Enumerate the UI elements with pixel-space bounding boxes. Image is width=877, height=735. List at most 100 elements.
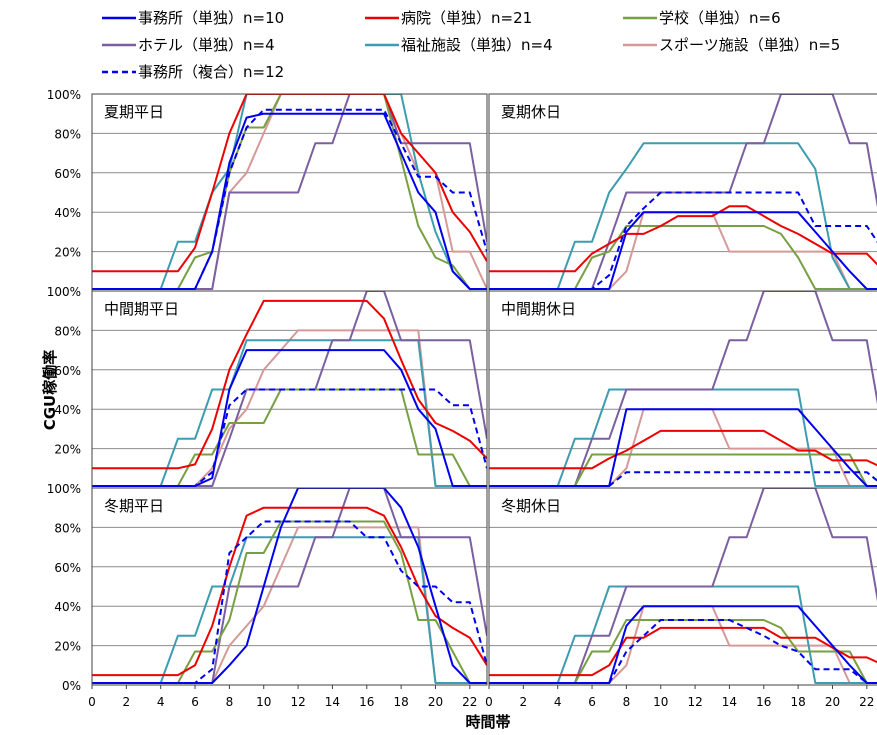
- series-line: [489, 211, 877, 290]
- y-tick-label: 100%: [47, 285, 81, 299]
- series-line: [489, 191, 877, 290]
- series-group: [92, 291, 487, 487]
- panel: 中間期平日: [91, 290, 488, 489]
- y-tick-label: 60%: [54, 561, 81, 575]
- legend-label: 病院（単独）n=21: [401, 9, 532, 27]
- x-tick-label: 6: [588, 695, 596, 709]
- y-tick-label: 40%: [54, 600, 81, 614]
- series-line: [489, 291, 877, 487]
- panel: 冬期休日: [488, 487, 877, 686]
- series-group: [489, 488, 877, 684]
- series-line: [489, 626, 877, 677]
- y-tick-label: 80%: [54, 127, 81, 141]
- y-tick-label: 80%: [54, 324, 81, 338]
- series-line: [92, 94, 487, 290]
- panel-frame: [488, 487, 877, 686]
- y-tick-label: 40%: [54, 403, 81, 417]
- x-tick-label: 16: [359, 695, 374, 709]
- series-line: [489, 605, 877, 684]
- x-tick-label: 4: [554, 695, 562, 709]
- series-line: [92, 108, 487, 290]
- panel: 中間期休日: [488, 290, 877, 489]
- legend-label: 福祉施設（単独）n=4: [401, 36, 553, 54]
- series-line: [92, 506, 487, 677]
- legend: 事務所（単独）n=10 病院（単独）n=21 学校（単独）n=6 ホテル（単独）n=4…: [102, 9, 840, 81]
- series-line: [92, 112, 487, 290]
- y-axis-title: CGU稼働率: [41, 350, 59, 431]
- panel: 夏期平日: [91, 93, 488, 292]
- x-tick-label: 22: [859, 695, 874, 709]
- x-tick-label: 14: [722, 695, 737, 709]
- legend-label: 事務所（単独）n=10: [138, 9, 284, 27]
- legend-item: ホテル（単独）n=4: [102, 36, 275, 54]
- y-tick-label: 40%: [54, 206, 81, 220]
- x-tick-label: 6: [191, 695, 199, 709]
- legend-item: 福祉施設（単独）n=4: [365, 36, 553, 54]
- x-tick-label: 4: [157, 695, 165, 709]
- series-line: [92, 388, 487, 487]
- series-line: [92, 388, 487, 487]
- legend-label: 事務所（複合）n=12: [138, 63, 284, 81]
- y-tick-label: 60%: [54, 167, 81, 181]
- panel-title: 冬期平日: [104, 497, 164, 515]
- legend-label: スポーツ施設（単独）n=5: [659, 36, 840, 54]
- series-line: [92, 526, 487, 684]
- y-tick-label: 100%: [47, 482, 81, 496]
- x-tick-label: 0: [485, 695, 493, 709]
- series-line: [92, 536, 487, 684]
- legend-label: 学校（単独）n=6: [659, 9, 781, 27]
- y-tick-label: 100%: [47, 88, 81, 102]
- x-tick-label: 2: [123, 695, 131, 709]
- legend-item: 病院（単独）n=21: [365, 9, 532, 27]
- x-tick-label: 12: [687, 695, 702, 709]
- panel: 夏期休日: [488, 93, 877, 292]
- panel-title: 夏期平日: [104, 103, 164, 121]
- y-tick-label: 80%: [54, 521, 81, 535]
- legend-item: スポーツ施設（単独）n=5: [623, 36, 840, 54]
- x-tick-label: 20: [428, 695, 443, 709]
- series-group: [489, 94, 877, 290]
- x-tick-label: 14: [325, 695, 340, 709]
- y-tick-label: 20%: [54, 443, 81, 457]
- legend-item: 事務所（複合）n=12: [102, 63, 284, 81]
- series-group: [92, 488, 487, 684]
- x-tick-label: 12: [290, 695, 305, 709]
- legend-item: 学校（単独）n=6: [623, 9, 781, 27]
- series-line: [489, 205, 877, 273]
- x-tick-label: 10: [256, 695, 271, 709]
- panel-title: 中間期平日: [104, 300, 179, 318]
- x-tick-label: 22: [462, 695, 477, 709]
- y-tick-label: 60%: [54, 364, 81, 378]
- series-group: [489, 291, 877, 487]
- x-tick-label: 0: [88, 695, 96, 709]
- series-line: [92, 299, 487, 470]
- x-tick-label: 8: [226, 695, 234, 709]
- legend-label: ホテル（単独）n=4: [138, 36, 275, 54]
- x-axis-title: 時間帯: [465, 713, 510, 731]
- x-axis-ticks: 0 2 4 6 8 10 12 14 16 18 20 22 0 2 4 6 8 10 12 14 16 18 20 22: [88, 685, 874, 709]
- x-tick-label: 16: [756, 695, 771, 709]
- panel-frame: [91, 487, 488, 686]
- y-tick-label: 0%: [62, 679, 81, 693]
- series-line: [489, 619, 877, 684]
- panel: 冬期平日: [91, 487, 488, 686]
- series-line: [489, 429, 877, 470]
- series-group: [92, 94, 487, 290]
- series-line: [489, 488, 877, 684]
- y-axis-ticks: 20% 40% 60% 80% 100% 20% 40% 60% 80% 100% 0% 20% 40%…: [47, 88, 81, 693]
- series-line: [92, 329, 487, 487]
- series-line: [489, 453, 877, 487]
- series-line: [489, 471, 877, 487]
- panel-title: 中間期休日: [501, 300, 576, 318]
- series-line: [489, 408, 877, 487]
- y-tick-label: 20%: [54, 640, 81, 654]
- x-tick-label: 18: [790, 695, 805, 709]
- y-tick-label: 20%: [54, 246, 81, 260]
- legend-item: 事務所（単独）n=10: [102, 9, 284, 27]
- x-tick-label: 18: [393, 695, 408, 709]
- series-line: [92, 94, 487, 273]
- panel-title: 冬期休日: [501, 497, 561, 515]
- x-tick-label: 2: [520, 695, 528, 709]
